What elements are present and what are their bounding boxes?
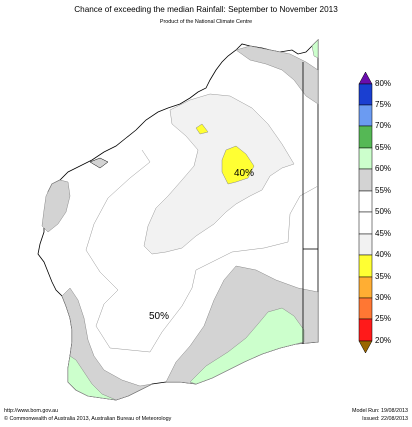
legend-colorbar xyxy=(358,71,373,354)
island xyxy=(89,157,109,169)
legend-label-65: 65% xyxy=(375,143,392,152)
legend-box-60-65 xyxy=(358,147,373,170)
legend-box-25-30 xyxy=(358,297,373,320)
legend-label-35: 35% xyxy=(375,272,392,281)
legend-box-65-70 xyxy=(358,125,373,149)
legend-label-45: 45% xyxy=(375,229,392,238)
band-55-60-northeast xyxy=(235,45,319,105)
legend-box-75-80 xyxy=(358,83,373,106)
legend-box-20-25 xyxy=(358,318,373,342)
legend-label-25: 25% xyxy=(375,314,392,323)
legend-box-35-40 xyxy=(358,254,373,278)
legend-label-50: 50% xyxy=(375,207,392,216)
footer-url: http://www.bom.gov.au xyxy=(4,408,59,414)
legend-label-80: 80% xyxy=(375,79,392,88)
legend-label-30: 30% xyxy=(375,293,392,302)
legend-label-60: 60% xyxy=(375,164,392,173)
legend-label-40: 40% xyxy=(375,250,392,259)
band-60-65-southeast xyxy=(189,307,305,385)
map-label-south: 50% xyxy=(149,311,170,322)
legend-arrow-bottom xyxy=(358,340,373,354)
legend-box-40-45 xyxy=(358,233,373,256)
legend-box-50-55 xyxy=(358,190,373,213)
map-title: Chance of exceeding the median Rainfall:… xyxy=(74,5,338,14)
band-60-65-north-tip xyxy=(311,39,319,59)
band-55-60-west xyxy=(41,179,71,233)
band-60-65-southwest xyxy=(67,355,117,401)
band-below-40-center xyxy=(221,145,255,185)
legend-box-70-75 xyxy=(358,104,373,127)
legend-box-55-60 xyxy=(358,168,373,192)
legend-label-75: 75% xyxy=(375,100,392,109)
legend-label-70: 70% xyxy=(375,121,392,130)
footer-model-run: Model Run: 19/08/2013 xyxy=(351,408,408,414)
contour-50 xyxy=(85,149,319,353)
map-subtitle: Product of the National Climate Centre xyxy=(159,19,253,25)
legend-box-45-50 xyxy=(358,211,373,235)
legend-label-20: 20% xyxy=(375,336,392,345)
band-55-60-southwest xyxy=(61,287,153,401)
map-label-center: 40% xyxy=(234,168,255,179)
legend-arrow-top xyxy=(358,71,373,85)
footer-issued: Issued: 22/08/2013 xyxy=(362,416,408,422)
legend-label-55: 55% xyxy=(375,186,392,195)
footer-copyright: © Commonwealth of Australia 2013, Austra… xyxy=(4,416,172,422)
band-40-45 xyxy=(143,93,295,255)
legend-box-30-35 xyxy=(358,276,373,299)
band-below-40-north xyxy=(195,123,209,135)
